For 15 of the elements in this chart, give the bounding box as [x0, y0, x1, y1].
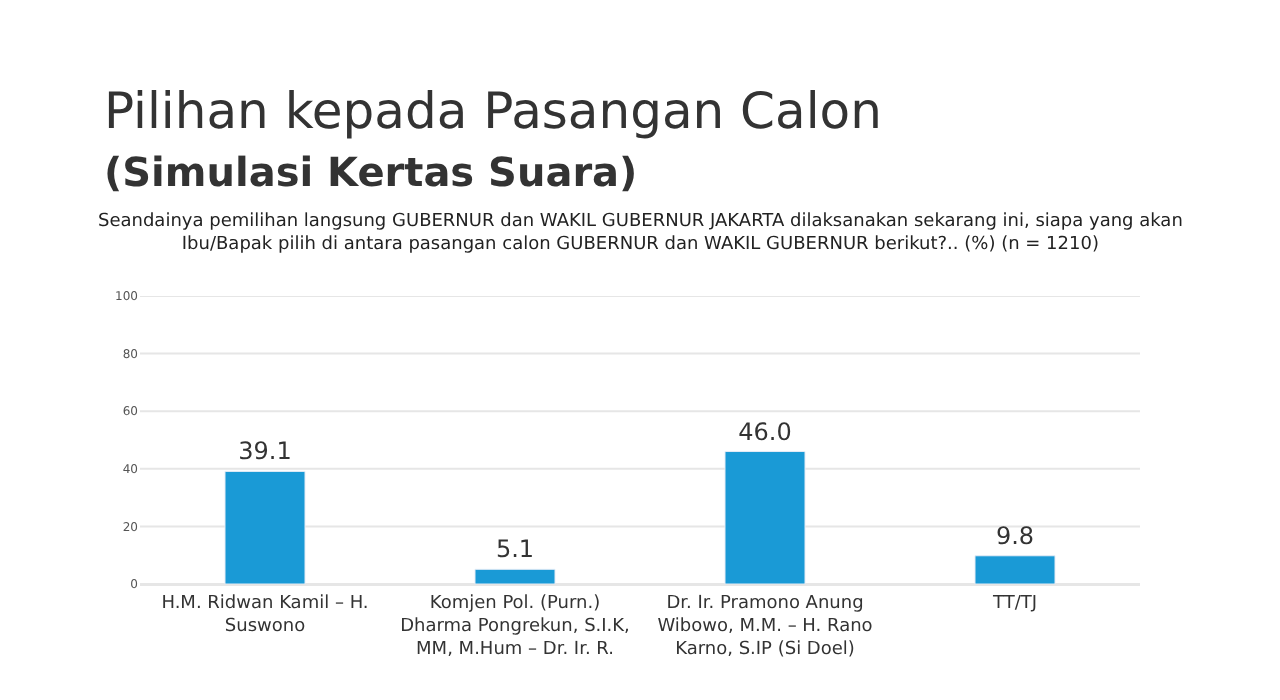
data-label: 39.1 [238, 437, 292, 466]
chart-subtitle: (Simulasi Kertas Suara) [104, 148, 638, 196]
x-tick-label: H.M. Ridwan Kamil – H. Suswono [161, 593, 369, 637]
data-label: 9.8 [995, 521, 1035, 550]
chart-title: Pilihan kepada Pasangan Calon [104, 82, 882, 140]
bar [974, 555, 1056, 584]
x-tick-label: Komjen Pol. (Purn.) Dharma Pongrekun, S.I.K, MM, M.Hum – Dr. Ir. R. [400, 593, 630, 661]
data-label: 5.1 [495, 535, 535, 564]
x-tick-label: TT/TJ [990, 593, 1038, 614]
bar [724, 451, 806, 584]
data-label: 46.0 [738, 417, 792, 446]
bar [474, 568, 556, 584]
x-tick-label: Dr. Ir. Pramono Anung Wibowo, M.M. – H. Rano Karno, S.IP (Si Doel) [657, 593, 874, 661]
bar [224, 470, 306, 584]
text: Seandainya pemilihan langsung GUBERNUR dan WAKIL GUBERNUR JAKARTA dilaksanakan sekarang ini, siapa yang akan Ibu/Bapak pilih di antara pasangan calon GUBERNUR dan WAKIL GUBERNUR berikut?.. (%) (n = 1210) [98, 212, 1183, 256]
